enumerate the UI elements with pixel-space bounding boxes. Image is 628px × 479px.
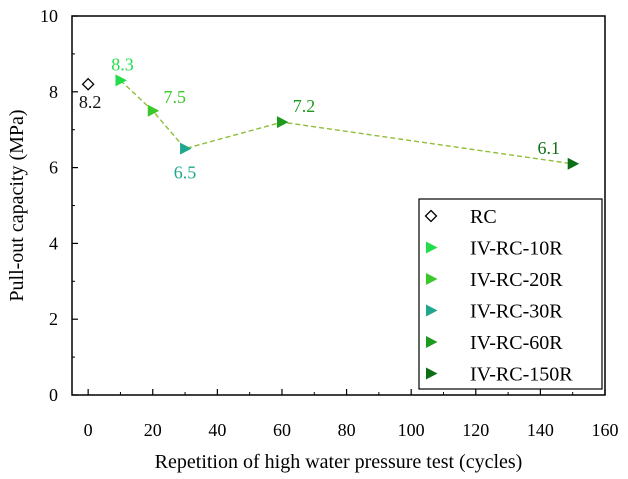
legend-marker-iv-rc-150r [426,367,438,380]
y-tick-label: 0 [49,385,58,405]
data-label-iv-rc-150r: 6.1 [537,138,560,158]
x-tick-label: 60 [273,420,291,440]
legend-marker-rc [424,209,438,223]
data-point-rc [81,77,95,91]
legend-label-iv-rc-60r: IV-RC-60R [470,332,563,354]
legend-label-iv-rc-10r: IV-RC-10R [470,238,563,260]
data-point-iv-rc-150r [567,157,580,170]
legend-marker-iv-rc-20r [426,273,438,285]
x-tick-label: 120 [462,420,489,440]
x-tick-label: 40 [208,420,226,440]
data-label-iv-rc-60r: 7.2 [293,96,316,116]
y-tick-label: 4 [49,233,58,253]
data-point-iv-rc-20r [147,104,160,117]
y-tick-label: 2 [49,309,58,329]
legend-label-iv-rc-30r: IV-RC-30R [470,301,563,323]
y-axis-title: Pull-out capacity (MPa) [6,109,28,301]
x-tick-label: 80 [338,420,356,440]
x-axis-title: Repetition of high water pressure test (… [155,451,523,473]
legend-box [418,198,603,390]
data-label-iv-rc-20r: 7.5 [164,87,187,107]
legend-marker-iv-rc-60r [426,336,438,348]
data-label-iv-rc-10r: 8.3 [111,54,134,74]
data-label-iv-rc-30r: 6.5 [174,163,197,183]
data-point-iv-rc-60r [276,116,289,129]
data-point-iv-rc-30r [180,142,192,155]
data-labels: 8.2 8.3 7.5 6.5 7.2 6.1 [79,54,560,182]
y-axis: 0 2 4 6 8 10 [40,6,78,405]
x-tick-label: 0 [84,420,93,440]
legend-marker-iv-rc-10r [426,241,438,254]
y-tick-label: 8 [49,82,58,102]
legend-label-iv-rc-150r: IV-RC-150R [470,364,573,386]
y-tick-label: 10 [40,6,58,26]
x-tick-label: 160 [592,420,619,440]
x-tick-label: 140 [527,420,554,440]
x-axis: 0 20 40 60 80 100 120 140 160 [84,389,619,440]
y-tick-label: 6 [49,158,58,178]
data-points [81,74,580,170]
x-tick-label: 100 [398,420,425,440]
legend: RC IV-RC-10R IV-RC-20R IV-RC-30R IV-RC-60R IV… [418,198,603,390]
legend-label-rc: RC [470,206,497,228]
data-point-iv-rc-10r [115,74,127,87]
legend-label-iv-rc-20r: IV-RC-20R [470,269,563,291]
legend-marker-iv-rc-30r [426,304,438,317]
x-tick-label: 20 [144,420,162,440]
data-label-rc: 8.2 [79,92,102,112]
connector-line [119,79,573,165]
